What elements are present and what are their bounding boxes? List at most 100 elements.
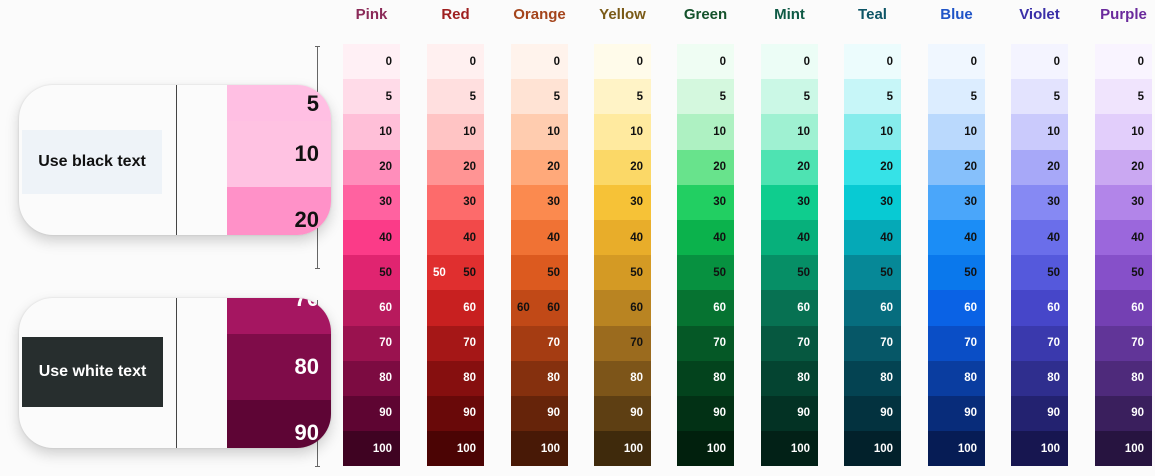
- swatch-green-90: 90: [677, 395, 734, 432]
- color-column-purple: 0 5 10 20 30 40 50 60 70 80 90 100: [1095, 44, 1152, 467]
- swatch-label: 20: [713, 161, 726, 174]
- swatch-label: 60: [1131, 301, 1144, 314]
- swatch-purple-5: 5: [1095, 79, 1152, 115]
- swatch-green-70: 70: [677, 325, 734, 361]
- swatch-label: 50: [463, 266, 476, 279]
- swatch-violet-0: 0: [1011, 44, 1068, 80]
- guide-cap-mid: [315, 268, 320, 269]
- swatch-pink-60: 60: [343, 290, 400, 326]
- swatch-label: 70: [880, 337, 893, 350]
- swatch-blue-100: 100: [928, 431, 985, 467]
- swatch-label: 100: [1040, 442, 1060, 455]
- swatch-mint-0: 0: [761, 44, 818, 80]
- white-text-label: Use white text: [38, 363, 147, 380]
- swatch-orange-90: 90: [511, 395, 568, 432]
- swatch-label: 100: [873, 442, 893, 455]
- swatch-green-100: 100: [677, 431, 734, 467]
- swatch-blue-20: 20: [928, 149, 985, 185]
- swatch-label: 30: [379, 196, 392, 209]
- swatch-teal-60: 60: [844, 290, 901, 326]
- swatch-label: 50: [797, 266, 810, 279]
- swatch-label: 0: [553, 55, 560, 68]
- swatch-label: 30: [797, 196, 810, 209]
- swatch-red-20: 20: [427, 149, 484, 185]
- swatch-label: 20: [630, 161, 643, 174]
- swatch-label: 80: [880, 372, 893, 385]
- swatch-yellow-60: 60: [594, 290, 651, 326]
- swatch-teal-5: 5: [844, 79, 901, 115]
- swatch-label: 50: [880, 266, 893, 279]
- swatch-label: 40: [630, 231, 643, 244]
- swatch-label: 20: [547, 161, 560, 174]
- swatch-green-60: 60: [677, 290, 734, 326]
- swatch-red-90: 90: [427, 395, 484, 432]
- swatch-label: 40: [797, 231, 810, 244]
- swatch-purple-20: 20: [1095, 149, 1152, 185]
- column-title-green: Green: [683, 6, 728, 23]
- black-example-swatch-10: 10: [227, 121, 331, 187]
- swatch-label: 50: [964, 266, 977, 279]
- swatch-teal-90: 90: [844, 395, 901, 432]
- black-text-label: Use black text: [38, 153, 146, 170]
- swatch-alt-label: 50: [433, 266, 446, 279]
- swatch-alt-label: 60: [517, 301, 530, 314]
- swatch-pink-5: 5: [343, 79, 400, 115]
- color-column-mint: 0 5 10 20 30 40 50 60 70 80 90 100: [761, 44, 818, 467]
- swatch-label: 0: [803, 55, 810, 68]
- swatch-orange-40: 40: [511, 219, 568, 256]
- swatch-purple-30: 30: [1095, 184, 1152, 220]
- swatch-red-50: 50 50: [427, 255, 484, 291]
- swatch-label: 0: [469, 55, 476, 68]
- swatch-label: 100: [372, 442, 392, 455]
- swatch-blue-0: 0: [928, 44, 985, 80]
- swatch-red-100: 100: [427, 431, 484, 467]
- swatch-pink-80: 80: [343, 360, 400, 396]
- swatch-label: 100: [706, 442, 726, 455]
- swatch-violet-40: 40: [1011, 219, 1068, 256]
- swatch-purple-40: 40: [1095, 219, 1152, 256]
- swatch-pink-100: 100: [343, 431, 400, 467]
- swatch-yellow-40: 40: [594, 219, 651, 256]
- swatch-blue-5: 5: [928, 79, 985, 115]
- swatch-mint-5: 5: [761, 79, 818, 115]
- swatch-label: 0: [719, 55, 726, 68]
- swatch-label: 50: [1047, 266, 1060, 279]
- color-column-pink: 0 5 10 20 30 40 50 60 70 80 90 100: [343, 44, 400, 467]
- swatch-label: 80: [1131, 372, 1144, 385]
- swatch-mint-50: 50: [761, 255, 818, 291]
- swatch-label: 40: [964, 231, 977, 244]
- swatch-label: 10: [630, 125, 643, 138]
- swatch-label: 70: [463, 337, 476, 350]
- swatch-purple-0: 0: [1095, 44, 1152, 80]
- swatch-mint-90: 90: [761, 395, 818, 432]
- swatch-label: 90: [463, 407, 476, 420]
- swatch-mint-20: 20: [761, 149, 818, 185]
- swatch-violet-60: 60: [1011, 290, 1068, 326]
- black-example-swatch-5: 5: [227, 85, 331, 121]
- swatch-label: 5: [636, 90, 643, 103]
- swatch-label: 80: [547, 372, 560, 385]
- swatch-violet-90: 90: [1011, 395, 1068, 432]
- swatch-label: 80: [797, 372, 810, 385]
- white-text-example-card: Use white text 70 80 90: [19, 298, 331, 448]
- swatch-label: 60: [630, 301, 643, 314]
- swatch-label: 30: [1047, 196, 1060, 209]
- swatch-teal-40: 40: [844, 219, 901, 256]
- swatch-yellow-0: 0: [594, 44, 651, 80]
- swatch-label: 5: [1137, 90, 1144, 103]
- swatch-purple-70: 70: [1095, 325, 1152, 361]
- swatch-label: 10: [547, 125, 560, 138]
- swatch-orange-30: 30: [511, 184, 568, 220]
- swatch-label: 60: [1047, 301, 1060, 314]
- swatch-label: 30: [880, 196, 893, 209]
- color-column-orange: 0 5 10 20 30 40 50 60 60 70 80 90 100: [511, 44, 568, 467]
- swatch-red-0: 0: [427, 44, 484, 80]
- swatch-label: 50: [547, 266, 560, 279]
- swatch-label: 60: [964, 301, 977, 314]
- swatch-label: 40: [379, 231, 392, 244]
- swatch-violet-80: 80: [1011, 360, 1068, 396]
- swatch-label: 20: [880, 161, 893, 174]
- swatch-label: 70: [630, 337, 643, 350]
- swatch-label: 90: [1131, 407, 1144, 420]
- swatch-label: 50: [713, 266, 726, 279]
